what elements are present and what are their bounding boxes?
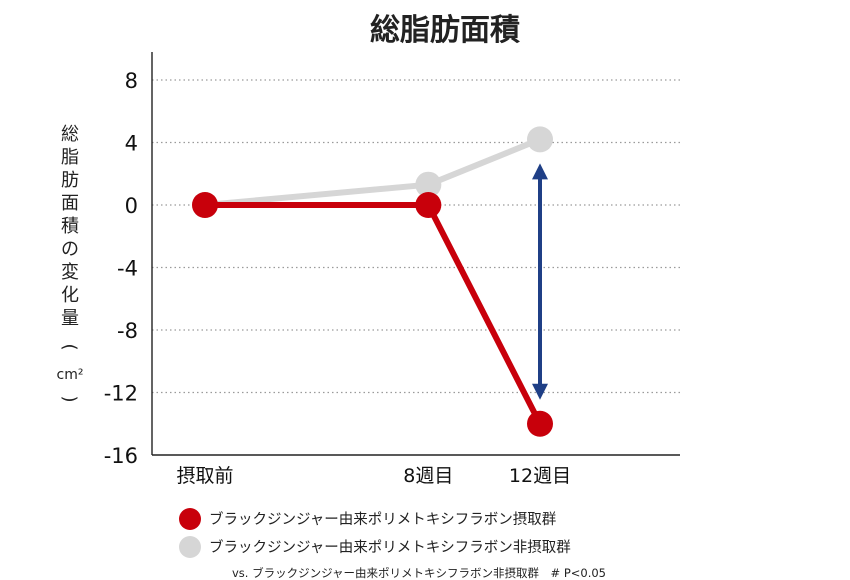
x-tick-label: 8週目: [403, 465, 453, 487]
y-axis-label-paren: ): [59, 395, 80, 402]
series-line: [205, 202, 543, 426]
y-axis-unit: cm²: [57, 367, 84, 383]
y-axis-label-char: 脂: [61, 147, 79, 168]
y-axis-label-paren: (: [59, 343, 80, 350]
y-axis-label-char: 積: [61, 216, 79, 237]
series-line: [204, 136, 542, 208]
x-tick-label: 12週目: [509, 465, 571, 487]
significance-note: vs. ブラックジンジャー由来ポリメトキシフラボン非摂取群 # P<0.05: [232, 566, 606, 580]
y-axis-label-char: の: [61, 239, 79, 260]
data-point: [415, 171, 442, 198]
y-axis-label-char: 肪: [61, 170, 79, 191]
y-tick-label: 8: [125, 69, 138, 93]
y-tick-label: -8: [117, 319, 138, 343]
y-axis-label-char: 面: [61, 193, 79, 214]
arrow-head-down: [532, 383, 548, 400]
y-tick-label: 4: [125, 132, 138, 156]
y-tick-labels: 8 4 0 -4 -8 -12 -16: [104, 69, 138, 468]
significance-arrow: [532, 163, 548, 400]
data-point: [527, 126, 553, 153]
x-tick-label: 摂取前: [176, 465, 233, 487]
legend: ブラックジンジャー由来ポリメトキシフラボン摂取群ブラックジンジャー由来ポリメトキ…: [179, 508, 571, 558]
legend-label: ブラックジンジャー由来ポリメトキシフラボン非摂取群: [209, 538, 571, 556]
chart-title: 総脂肪面積: [370, 13, 520, 48]
y-tick-label: -12: [104, 382, 138, 406]
grid-lines: [152, 79, 680, 394]
y-tick-label: -16: [104, 444, 138, 468]
legend-marker: [179, 536, 201, 558]
series-layer: [192, 126, 553, 437]
y-tick-label: 0: [125, 194, 138, 218]
legend-label: ブラックジンジャー由来ポリメトキシフラボン摂取群: [209, 510, 556, 528]
y-axis-label-char: 総: [61, 124, 79, 145]
y-axis-label-char: 量: [61, 308, 79, 329]
x-tick-labels: 摂取前 8週目 12週目: [176, 465, 571, 487]
data-point: [527, 410, 553, 437]
data-point: [415, 192, 442, 218]
arrow-head-up: [532, 163, 548, 180]
y-axis-label-char: 変: [61, 262, 79, 283]
axes: [151, 52, 680, 456]
data-point: [192, 192, 218, 218]
legend-marker: [179, 508, 201, 530]
y-tick-label: -4: [117, 257, 138, 281]
y-axis-label-char: 化: [61, 285, 79, 306]
